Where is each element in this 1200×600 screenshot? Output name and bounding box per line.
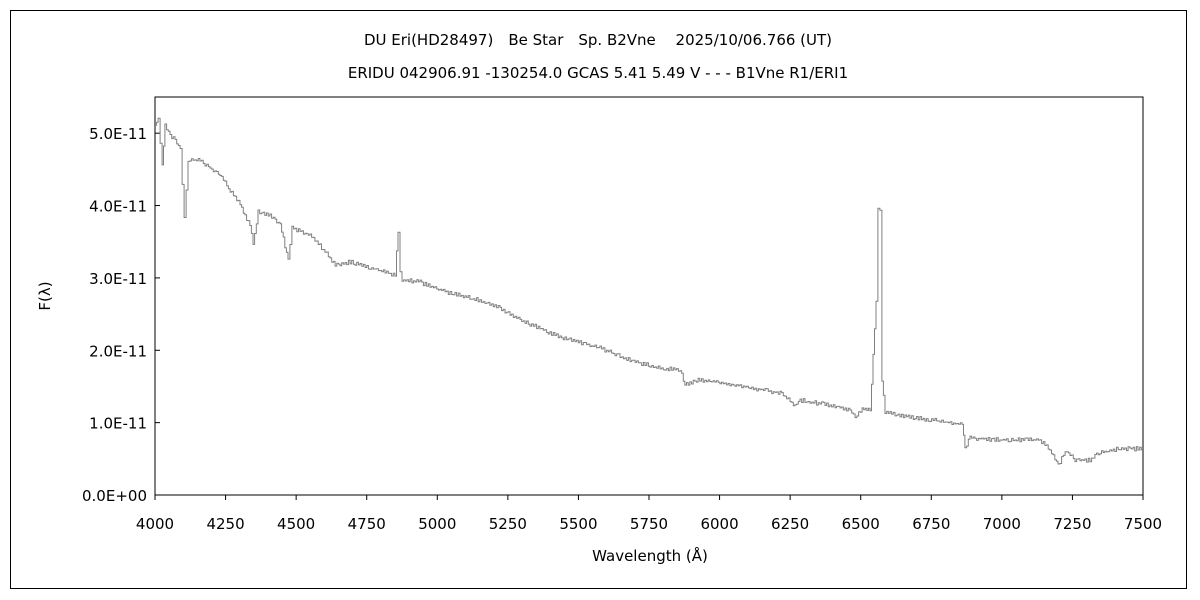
chart-frame [10,10,1187,589]
x-tick-label: 5500 [559,515,597,533]
y-tick-label: 0.0E+00 [82,487,147,505]
y-tick-label: 1.0E-11 [89,415,147,433]
x-tick-label: 4250 [206,515,244,533]
x-tick-label: 5250 [489,515,527,533]
x-tick-label: 6750 [912,515,950,533]
x-tick-label: 4500 [277,515,315,533]
x-tick-label: 6500 [842,515,880,533]
x-tick-label: 4000 [136,515,174,533]
y-tick-label: 2.0E-11 [89,342,147,360]
x-tick-label: 5000 [418,515,456,533]
spectrum-line [155,117,1144,465]
y-tick-label: 5.0E-11 [89,125,147,143]
x-tick-label: 7250 [1053,515,1091,533]
x-tick-label: 5750 [630,515,668,533]
x-tick-label: 6250 [771,515,809,533]
x-axis-label: Wavelength (Å) [592,546,708,565]
x-tick-label: 7500 [1124,515,1162,533]
x-tick-label: 4750 [348,515,386,533]
chart-title: DU Eri(HD28497) Be Star Sp. B2Vne 2025/1… [364,31,832,49]
plot-area [154,96,1144,496]
x-tick-label: 7000 [983,515,1021,533]
y-axis-label: F(λ) [36,281,54,310]
x-tick-label: 6000 [700,515,738,533]
chart-subtitle: ERIDU 042906.91 -130254.0 GCAS 5.41 5.49… [348,64,848,82]
y-tick-label: 3.0E-11 [89,270,147,288]
y-tick-label: 4.0E-11 [89,198,147,216]
